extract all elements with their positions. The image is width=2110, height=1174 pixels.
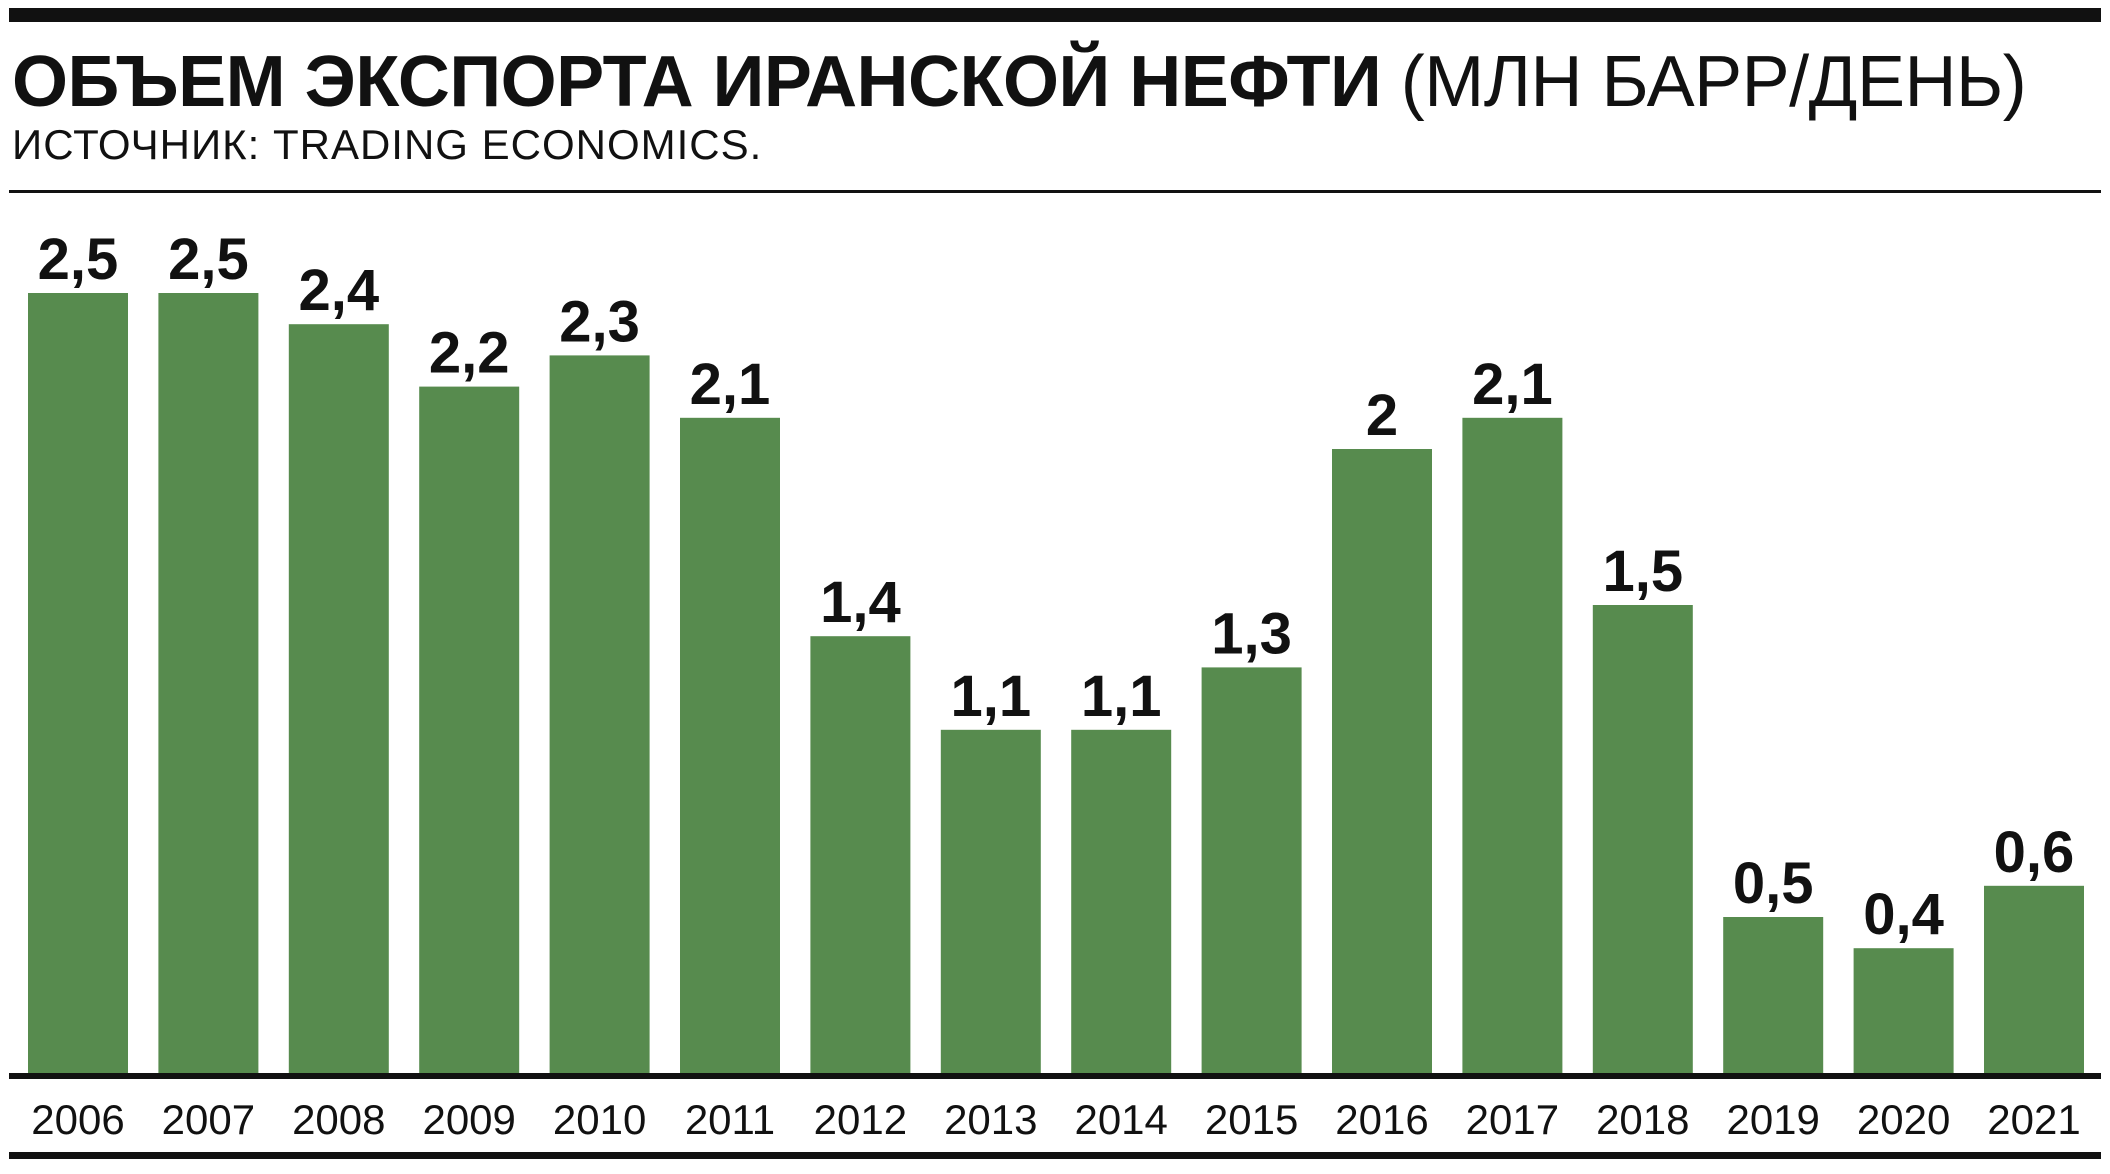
bar-2007: [158, 293, 259, 1073]
bar-2009: [419, 386, 520, 1074]
bar-2015: [1201, 667, 1302, 1073]
x-tick-label-2011: 2011: [685, 1096, 775, 1143]
x-tick-label-2010: 2010: [553, 1096, 646, 1143]
value-label-2006: 2,5: [38, 227, 119, 292]
value-label-2009: 2,2: [429, 321, 510, 386]
x-tick-label-2007: 2007: [162, 1096, 255, 1143]
bar-2006: [28, 293, 128, 1073]
bar-2017: [1462, 417, 1563, 1073]
x-tick-label-2014: 2014: [1074, 1096, 1167, 1143]
bar-2019: [1723, 917, 1824, 1073]
bar-2014: [1071, 729, 1172, 1073]
top-rule: [9, 8, 2101, 22]
bar-2013: [940, 729, 1041, 1073]
title-main: ОБЪЕМ ЭКСПОРТА ИРАНСКОЙ НЕФТИ: [12, 42, 1382, 122]
value-label-2013: 1,1: [950, 664, 1031, 729]
x-tick-label-2019: 2019: [1726, 1096, 1819, 1143]
x-tick-labels-group: 2006 2007 2008 2009 2010 2011 2012 2013 2014 2015…: [31, 1096, 2080, 1143]
x-tick-label-2021: 2021: [1987, 1096, 2080, 1143]
x-tick-label-2015: 2015: [1205, 1096, 1298, 1143]
x-tick-label-2008: 2008: [292, 1096, 385, 1143]
source-note: ИСТОЧНИК: TRADING ECONOMICS.: [12, 121, 763, 168]
x-tick-label-2018: 2018: [1596, 1096, 1689, 1143]
value-label-2018: 1,5: [1602, 539, 1683, 604]
value-label-2017: 2,1: [1472, 352, 1553, 417]
bar-2010: [549, 355, 650, 1073]
value-label-2008: 2,4: [298, 258, 379, 323]
bar-2008: [288, 324, 389, 1073]
x-axis-line: [9, 1073, 2101, 1079]
x-tick-label-2009: 2009: [422, 1096, 515, 1143]
value-label-2015: 1,3: [1211, 601, 1292, 666]
x-tick-label-2020: 2020: [1857, 1096, 1950, 1143]
value-label-2011: 2,1: [690, 352, 771, 417]
bars-group: [28, 293, 2084, 1074]
bar-2021: [1984, 885, 2084, 1073]
value-label-2021: 0,6: [1994, 820, 2075, 885]
value-label-2019: 0,5: [1733, 851, 1814, 916]
bottom-rule: [9, 1152, 2101, 1159]
bar-2012: [810, 636, 911, 1073]
value-label-2014: 1,1: [1081, 664, 1162, 729]
chart-title: ОБЪЕМ ЭКСПОРТА ИРАНСКОЙ НЕФТИ (МЛН БАРР/…: [12, 40, 2027, 124]
title-unit: (МЛН БАРР/ДЕНЬ): [1400, 42, 2027, 122]
x-tick-label-2013: 2013: [944, 1096, 1037, 1143]
header-divider: [9, 190, 2101, 193]
x-tick-label-2016: 2016: [1335, 1096, 1428, 1143]
bar-2016: [1332, 449, 1432, 1073]
value-label-2007: 2,5: [168, 227, 249, 292]
x-tick-label-2017: 2017: [1466, 1096, 1559, 1143]
value-label-2020: 0,4: [1863, 882, 1944, 947]
value-label-2010: 2,3: [559, 289, 640, 354]
value-label-2016: 2: [1366, 383, 1398, 448]
value-label-2012: 1,4: [820, 570, 901, 635]
bar-2020: [1853, 948, 1954, 1073]
x-tick-label-2012: 2012: [814, 1096, 907, 1143]
value-labels-group: 2,5 2,5 2,4 2,2 2,3 2,1 1,4 1,1 1,1 1,3 2 2,1 1,5 0,5…: [38, 227, 2075, 947]
bar-2018: [1592, 605, 1693, 1073]
x-tick-label-2006: 2006: [31, 1096, 124, 1143]
bar-2011: [680, 417, 780, 1073]
